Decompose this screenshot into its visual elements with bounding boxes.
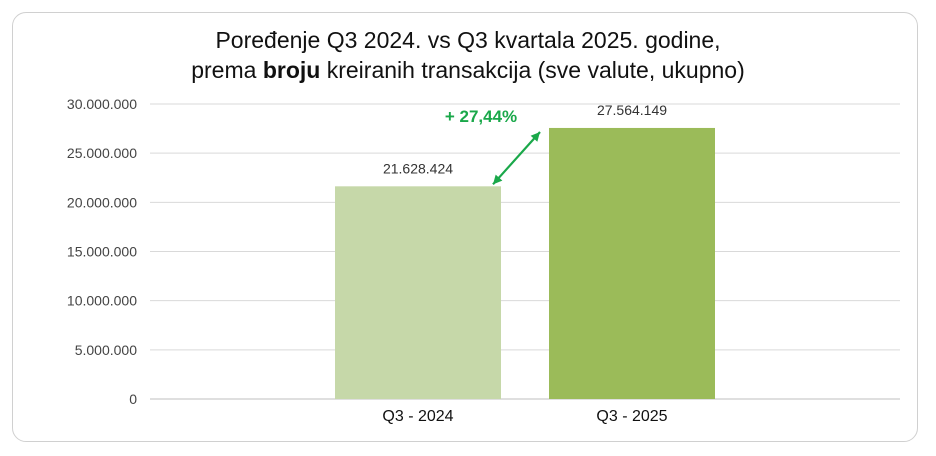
x-tick-label: Q3 - 2025 (596, 408, 667, 425)
y-tick-label: 25.000.000 (67, 145, 137, 161)
growth-arrow-head-up (530, 132, 540, 142)
y-tick-label: 30.000.000 (67, 96, 137, 112)
growth-arrow-head-down (493, 174, 503, 185)
title-suffix: kreiranih transakcija (sve valute, ukupn… (320, 57, 745, 83)
bar (549, 127, 715, 399)
y-tick-label: 5.000.000 (75, 342, 137, 358)
chart-title-line-1: Poređenje Q3 2024. vs Q3 kvartala 2025. … (215, 27, 721, 53)
data-label: 21.628.424 (383, 160, 453, 176)
y-tick-label: 20.000.000 (67, 194, 137, 210)
y-tick-label: 10.000.000 (67, 293, 137, 309)
y-tick-label: 15.000.000 (67, 244, 137, 260)
title-bold-word: broju (262, 57, 321, 83)
title-prefix: prema (191, 57, 263, 83)
bar (335, 186, 501, 399)
growth-arrow-line (492, 131, 541, 186)
data-label: 27.564.149 (597, 102, 667, 118)
growth-annotation: + 27,44% (445, 107, 517, 126)
y-tick-label: 0 (129, 391, 137, 407)
x-tick-label: Q3 - 2024 (382, 408, 453, 425)
chart-title-line-2: prema broju kreiranih transakcija (sve v… (0, 55, 936, 85)
